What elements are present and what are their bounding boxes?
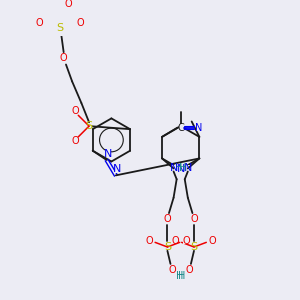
FancyBboxPatch shape (66, 1, 71, 8)
FancyBboxPatch shape (115, 166, 120, 173)
Text: S: S (190, 242, 197, 252)
Text: O: O (168, 265, 176, 275)
FancyBboxPatch shape (187, 267, 192, 274)
FancyBboxPatch shape (196, 124, 202, 131)
Text: N: N (184, 164, 192, 173)
Text: H: H (179, 164, 187, 173)
Text: O: O (71, 136, 79, 146)
Text: O: O (172, 236, 179, 246)
Text: O: O (190, 214, 198, 224)
FancyBboxPatch shape (73, 107, 78, 114)
Text: O: O (145, 236, 153, 246)
Text: S: S (85, 121, 93, 131)
Text: H: H (176, 271, 184, 281)
FancyBboxPatch shape (105, 150, 111, 157)
FancyBboxPatch shape (61, 55, 66, 62)
FancyBboxPatch shape (171, 165, 176, 172)
Text: N: N (104, 149, 112, 159)
Text: N: N (195, 123, 203, 133)
Text: C: C (178, 123, 185, 133)
FancyBboxPatch shape (178, 166, 183, 173)
Text: H: H (175, 164, 182, 173)
FancyBboxPatch shape (183, 237, 189, 244)
FancyBboxPatch shape (86, 123, 92, 130)
Text: O: O (71, 106, 79, 116)
Text: O: O (182, 236, 190, 246)
FancyBboxPatch shape (37, 20, 43, 26)
FancyBboxPatch shape (191, 244, 197, 250)
Text: O: O (76, 18, 84, 28)
Text: O: O (208, 236, 216, 246)
Text: O: O (64, 0, 72, 9)
Text: O: O (164, 214, 171, 224)
Text: S: S (164, 242, 171, 252)
FancyBboxPatch shape (180, 165, 185, 172)
FancyBboxPatch shape (57, 24, 62, 31)
FancyBboxPatch shape (185, 165, 190, 172)
Text: H: H (178, 271, 185, 281)
Text: N: N (176, 164, 185, 174)
FancyBboxPatch shape (73, 138, 78, 145)
FancyBboxPatch shape (177, 273, 183, 280)
FancyBboxPatch shape (191, 216, 197, 223)
FancyBboxPatch shape (178, 124, 184, 131)
FancyBboxPatch shape (165, 216, 170, 223)
FancyBboxPatch shape (77, 20, 83, 26)
FancyBboxPatch shape (169, 267, 175, 274)
FancyBboxPatch shape (146, 237, 152, 244)
Text: O: O (60, 53, 68, 63)
Text: N: N (113, 164, 122, 174)
FancyBboxPatch shape (178, 273, 184, 280)
Text: O: O (36, 18, 44, 28)
Text: N: N (169, 164, 178, 173)
FancyBboxPatch shape (165, 244, 170, 250)
Text: S: S (56, 22, 63, 32)
FancyBboxPatch shape (210, 237, 215, 244)
FancyBboxPatch shape (173, 237, 178, 244)
FancyBboxPatch shape (176, 165, 181, 172)
Text: O: O (185, 265, 193, 275)
